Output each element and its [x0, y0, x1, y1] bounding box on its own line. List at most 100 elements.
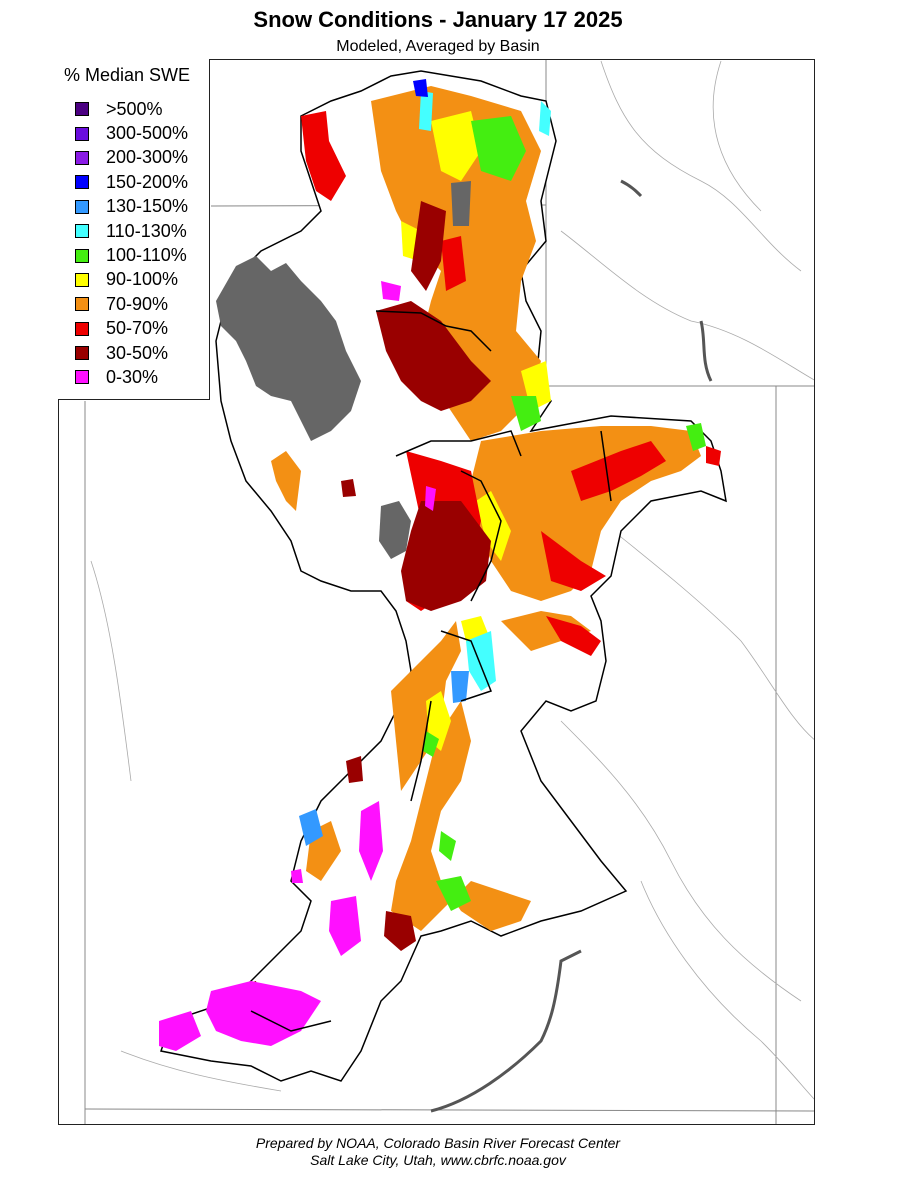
snow-patches: [159, 79, 721, 1051]
bear-lake: [451, 181, 471, 226]
basin-line: [250, 1010, 332, 1032]
swe-patch-70-90: [271, 451, 301, 511]
snow-map: [84, 60, 814, 1124]
legend-item: 30-50%: [75, 341, 188, 365]
legend-label: 100-110%: [106, 245, 187, 266]
swe-patch-130-150: [299, 809, 323, 846]
swe-patch-0-30: [329, 896, 361, 956]
swe-patch-70-90: [501, 611, 591, 651]
swe-patch-0-30: [291, 869, 303, 883]
swe-patch-30-50: [384, 911, 416, 951]
credit-line-1: Prepared by NOAA, Colorado Basin River F…: [255, 1135, 621, 1151]
legend-swatch: [75, 248, 89, 263]
legend-swatch: [75, 346, 89, 361]
swe-patch-110-130: [419, 91, 433, 131]
river-line: [120, 1050, 282, 1092]
legend-swatch: [75, 297, 89, 312]
legend-title: % Median SWE: [64, 65, 191, 85]
swe-patch-0-30: [425, 486, 436, 511]
basin-line: [395, 430, 522, 457]
legend-item: 90-100%: [75, 268, 188, 292]
swe-patch-50-70: [546, 616, 601, 656]
legend-item: 300-500%: [75, 121, 188, 145]
swe-patch-30-50: [376, 301, 491, 411]
map-frame: [58, 59, 815, 1125]
legend-swatch: [75, 126, 89, 141]
rivers: [90, 60, 814, 1100]
lakes: [216, 181, 471, 559]
legend-item: 110-130%: [75, 219, 188, 243]
legend-swatch: [75, 102, 89, 117]
river-line: [90, 560, 132, 782]
legend-item: 100-110%: [75, 243, 188, 267]
river-line: [600, 520, 814, 740]
legend-swatch: [75, 175, 89, 190]
swe-patch-0-30: [159, 1011, 201, 1051]
legend-swatch: [75, 272, 89, 287]
legend-item: 150-200%: [75, 170, 188, 194]
legend-swatch: [75, 370, 89, 385]
legend-label: 130-150%: [106, 196, 189, 217]
basin-subdivisions: [250, 310, 612, 1032]
river-line: [560, 720, 802, 1002]
legend-label: 90-100%: [106, 269, 179, 290]
swe-patch-150-200: [413, 79, 428, 97]
utah-lake: [379, 501, 411, 559]
swe-patch-50-70: [441, 236, 466, 291]
legend-label: 200-300%: [106, 147, 189, 168]
legend-item: 200-300%: [75, 146, 188, 170]
swe-patch-50-70: [541, 531, 606, 591]
legend-label: >500%: [106, 98, 163, 119]
river-line: [600, 60, 802, 272]
map-legend: % Median SWE >500% 300-500% 200-300% 150-20…: [58, 59, 210, 400]
legend-label: 50-70%: [106, 318, 169, 339]
swe-patch-30-50: [341, 479, 356, 497]
swe-patch-100-110: [439, 831, 456, 861]
swe-patch-100-110: [423, 731, 439, 757]
basin-line: [600, 430, 612, 502]
basin-line: [410, 700, 432, 802]
credit-line-2: Salt Lake City, Utah, www.cbrfc.noaa.gov: [310, 1152, 566, 1168]
legend-item: 0-30%: [75, 365, 188, 389]
great-salt-lake: [216, 256, 361, 441]
swe-patch-30-50: [346, 756, 363, 783]
swe-patch-30-50: [411, 201, 446, 291]
river-line: [560, 230, 814, 381]
map-subtitle: Modeled, Averaged by Basin: [336, 38, 540, 55]
legend-label: 300-500%: [106, 123, 189, 144]
swe-patch-50-70: [706, 446, 721, 466]
reservoirs: [430, 179, 713, 1113]
legend-swatch: [75, 150, 89, 165]
credit-text: Prepared by NOAA, Colorado Basin River F…: [0, 1135, 876, 1169]
swe-patch-100-110: [511, 396, 541, 431]
legend-item: 130-150%: [75, 195, 188, 219]
legend-item: 50-70%: [75, 317, 188, 341]
basin-line: [460, 470, 502, 602]
legend-label: 150-200%: [106, 171, 189, 192]
swe-patch-100-110: [436, 876, 471, 911]
legend-item: >500%: [75, 97, 188, 121]
river-line: [640, 880, 814, 1100]
legend-label: 30-50%: [106, 342, 169, 363]
swe-patch-50-70: [301, 111, 346, 201]
arizona-border: [84, 1108, 814, 1112]
legend-swatch: [75, 321, 89, 336]
swe-patch-0-30: [381, 281, 401, 301]
legend-list: >500% 300-500% 200-300% 150-200% 130-150% 110…: [75, 97, 188, 390]
swe-patch-50-70: [571, 441, 666, 501]
swe-patch-0-30: [359, 801, 383, 881]
map-title: Snow Conditions - January 17 2025: [253, 7, 623, 32]
legend-label: 110-130%: [106, 220, 187, 241]
swe-patch-0-30: [206, 981, 321, 1046]
swe-patch-100-110: [471, 116, 526, 181]
swe-patch-90-100: [431, 111, 481, 181]
legend-swatch: [75, 199, 89, 214]
swe-patch-110-130: [539, 101, 551, 136]
swe-patch-70-90: [391, 621, 531, 931]
basin-line: [375, 310, 492, 352]
lake-powell: [430, 949, 582, 1113]
swe-patch-100-110: [686, 423, 706, 451]
reservoir: [620, 179, 643, 198]
legend-label: 70-90%: [106, 293, 169, 314]
river-line: [712, 60, 762, 212]
